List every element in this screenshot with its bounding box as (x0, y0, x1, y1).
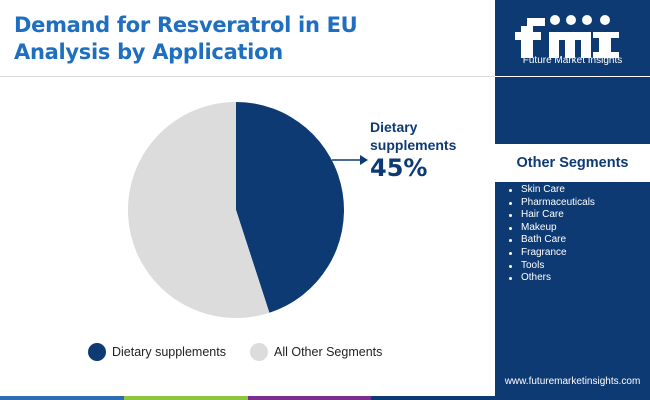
header-divider (0, 76, 495, 77)
legend-swatch-dietary-supplements (88, 343, 106, 361)
website-url[interactable]: www.futuremarketinsights.com (504, 376, 641, 387)
list-item: Others (507, 272, 595, 285)
other-segments-title: Other Segments (516, 155, 629, 171)
data-label-dietary-supplements: Dietary supplements (370, 118, 456, 154)
logo-text: Future Market Insights (522, 55, 623, 66)
bottom-bar-segment (0, 396, 124, 400)
legend-label-dietary-supplements: Dietary supplements (112, 345, 226, 359)
callout-arrow-head (360, 155, 368, 165)
callout-arrow (332, 155, 368, 165)
title-line-2: Analysis by Application (14, 40, 283, 64)
bottom-bar-segment (123, 396, 248, 400)
chart-title: Demand for Resveratrol in EU Analysis by… (14, 12, 484, 66)
list-item: Makeup (507, 222, 595, 235)
legend-swatch-all-other-segments (250, 343, 268, 361)
pie-slices (128, 102, 345, 318)
list-item: Bath Care (507, 234, 595, 247)
pie-slice-all-other-segments (128, 102, 270, 318)
title-line-1: Demand for Resveratrol in EU (14, 13, 358, 37)
other-segments-list: Skin Care Pharmaceuticals Hair Care Make… (507, 184, 595, 285)
data-label-value: 45% (370, 154, 428, 182)
sidebar: Future Market Insights Other Segments Sk… (495, 0, 650, 400)
legend-label-all-other-segments: All Other Segments (274, 345, 383, 359)
list-item: Hair Care (507, 209, 595, 222)
list-item: Pharmaceuticals (507, 197, 595, 210)
callout-label-line-1: Dietary (370, 119, 418, 135)
pie-slice-dietary-supplements (236, 102, 345, 313)
list-item: Tools (507, 260, 595, 273)
other-segments-header: Other Segments (495, 144, 650, 182)
bottom-color-bar (0, 396, 495, 400)
list-item: Skin Care (507, 184, 595, 197)
bottom-bar-segment (247, 396, 372, 400)
list-item: Fragrance (507, 247, 595, 260)
callout-label-line-2: supplements (370, 137, 457, 153)
fmi-logo-icon (515, 15, 619, 58)
sidebar-divider (495, 76, 650, 77)
pie-chart (128, 102, 368, 318)
bottom-bar-segment (371, 396, 495, 400)
